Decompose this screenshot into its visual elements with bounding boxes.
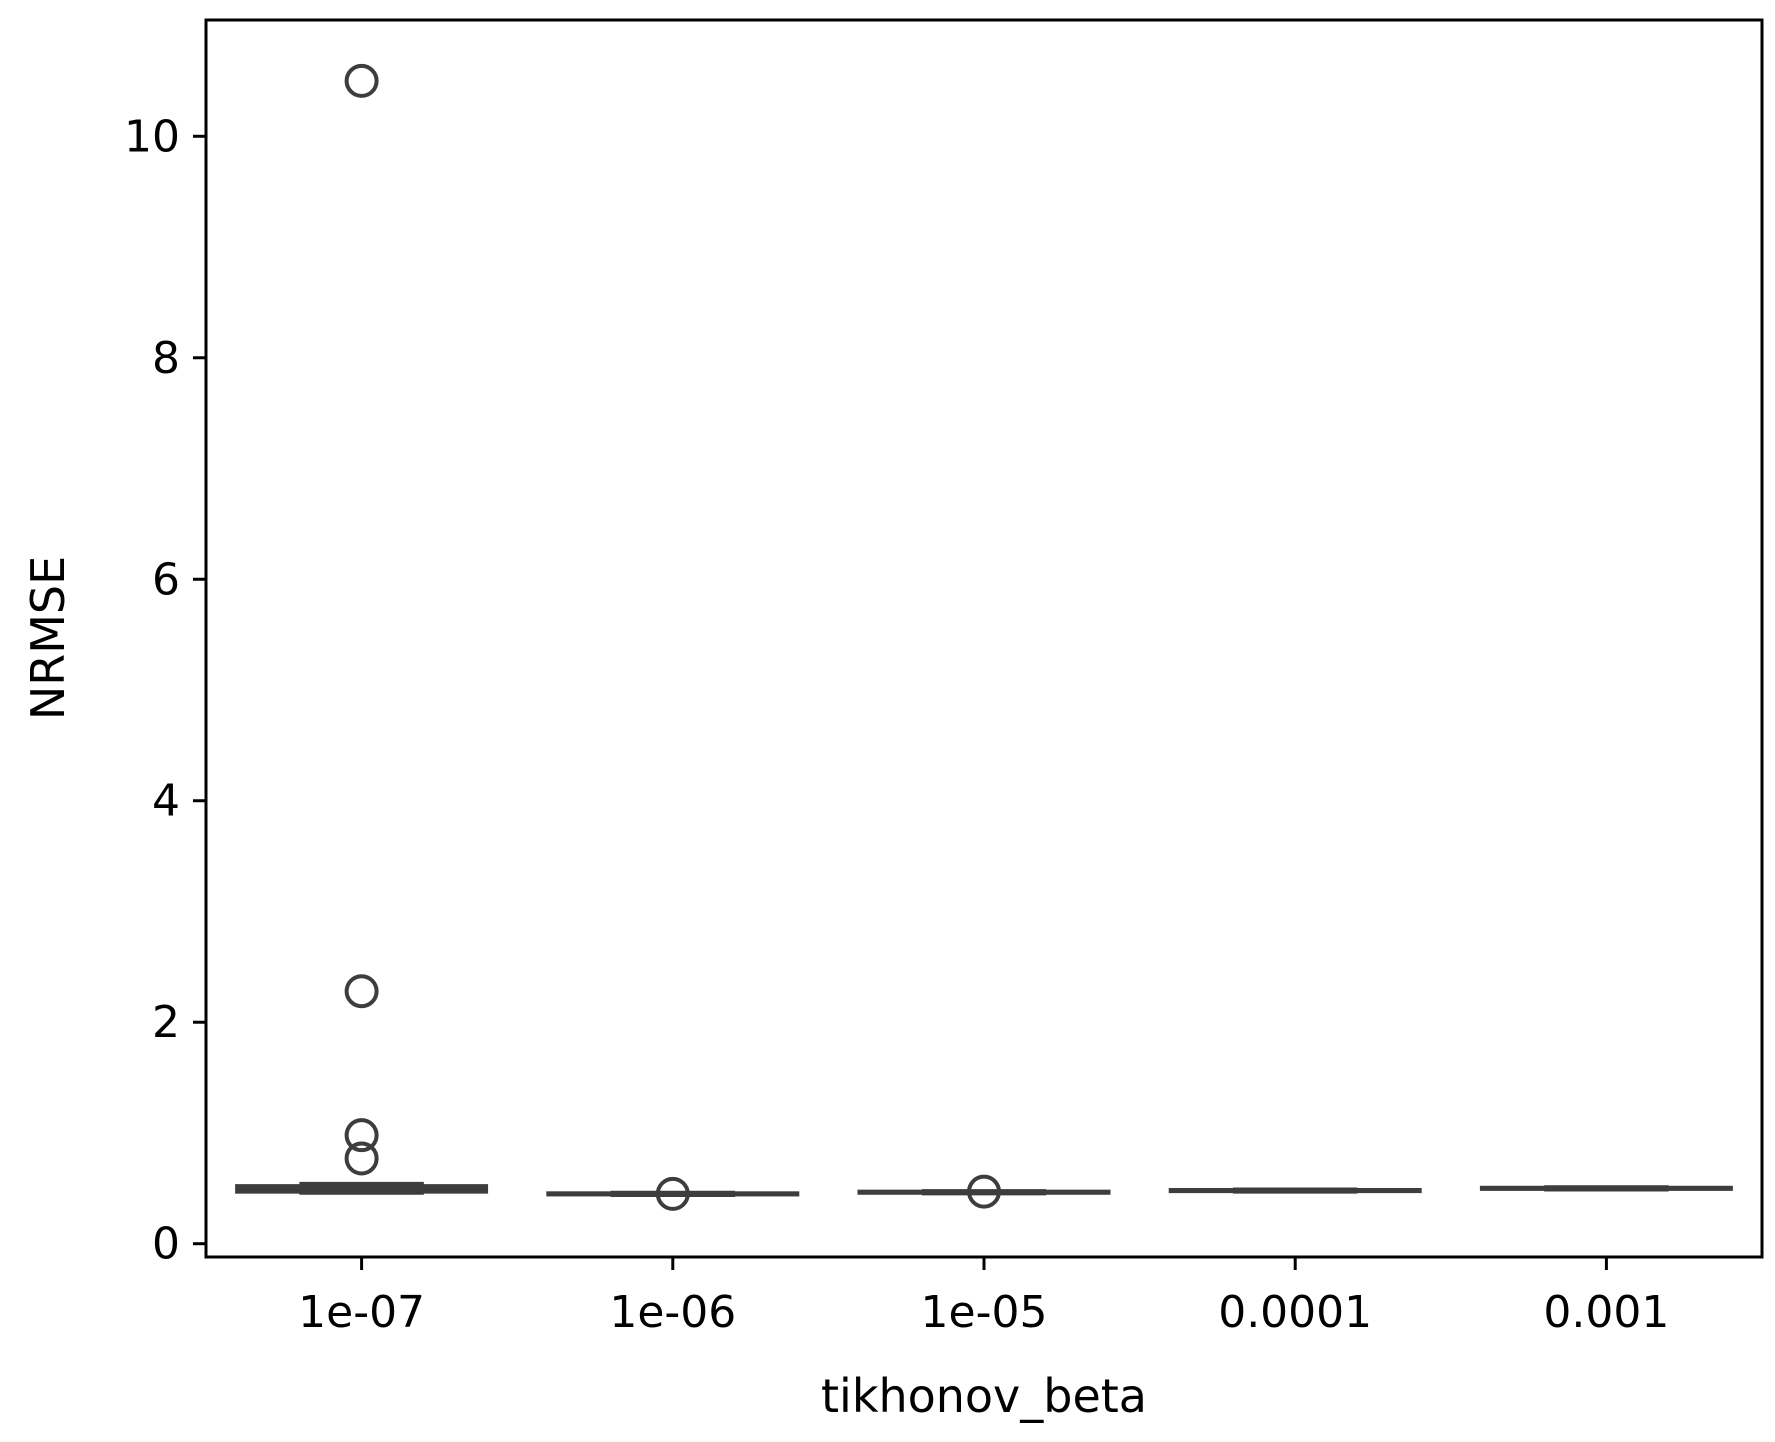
outlier-point [967,1174,1001,1209]
y-tick-label: 2 [152,997,180,1048]
x-tick-label: 1e-07 [298,1287,425,1338]
outlier-point [344,1141,379,1176]
plot-frame [204,18,1764,1259]
y-tick-label: 0 [152,1219,180,1270]
x-tick-label: 1e-05 [921,1287,1048,1338]
y-axis: 0 2 4 6 8 10 [124,111,206,1270]
x-tick-label: 1e-06 [609,1287,736,1338]
y-axis-label: NRMSE [21,556,75,720]
outlier-point [344,974,379,1009]
box-1e-06 [546,1176,800,1211]
x-axis-label: tikhonov_beta [821,1369,1147,1423]
box-0.001 [1479,1185,1733,1192]
x-axis: 1e-07 1e-06 1e-05 0.0001 0.001 [298,1257,1669,1338]
outlier-point [344,63,379,98]
y-tick-label: 6 [152,554,180,605]
box-1e-07 [235,63,489,1195]
x-tick-label: 0.001 [1543,1287,1669,1338]
box-1e-05 [857,1174,1111,1209]
outlier-point [655,1176,690,1211]
box-0.0001 [1168,1187,1422,1194]
y-tick-label: 8 [152,333,180,384]
outlier-point [344,1118,379,1153]
boxes-layer [235,63,1733,1211]
x-tick-label: 0.0001 [1218,1287,1372,1338]
y-tick-label: 4 [152,776,180,827]
y-tick-label: 10 [124,111,180,162]
